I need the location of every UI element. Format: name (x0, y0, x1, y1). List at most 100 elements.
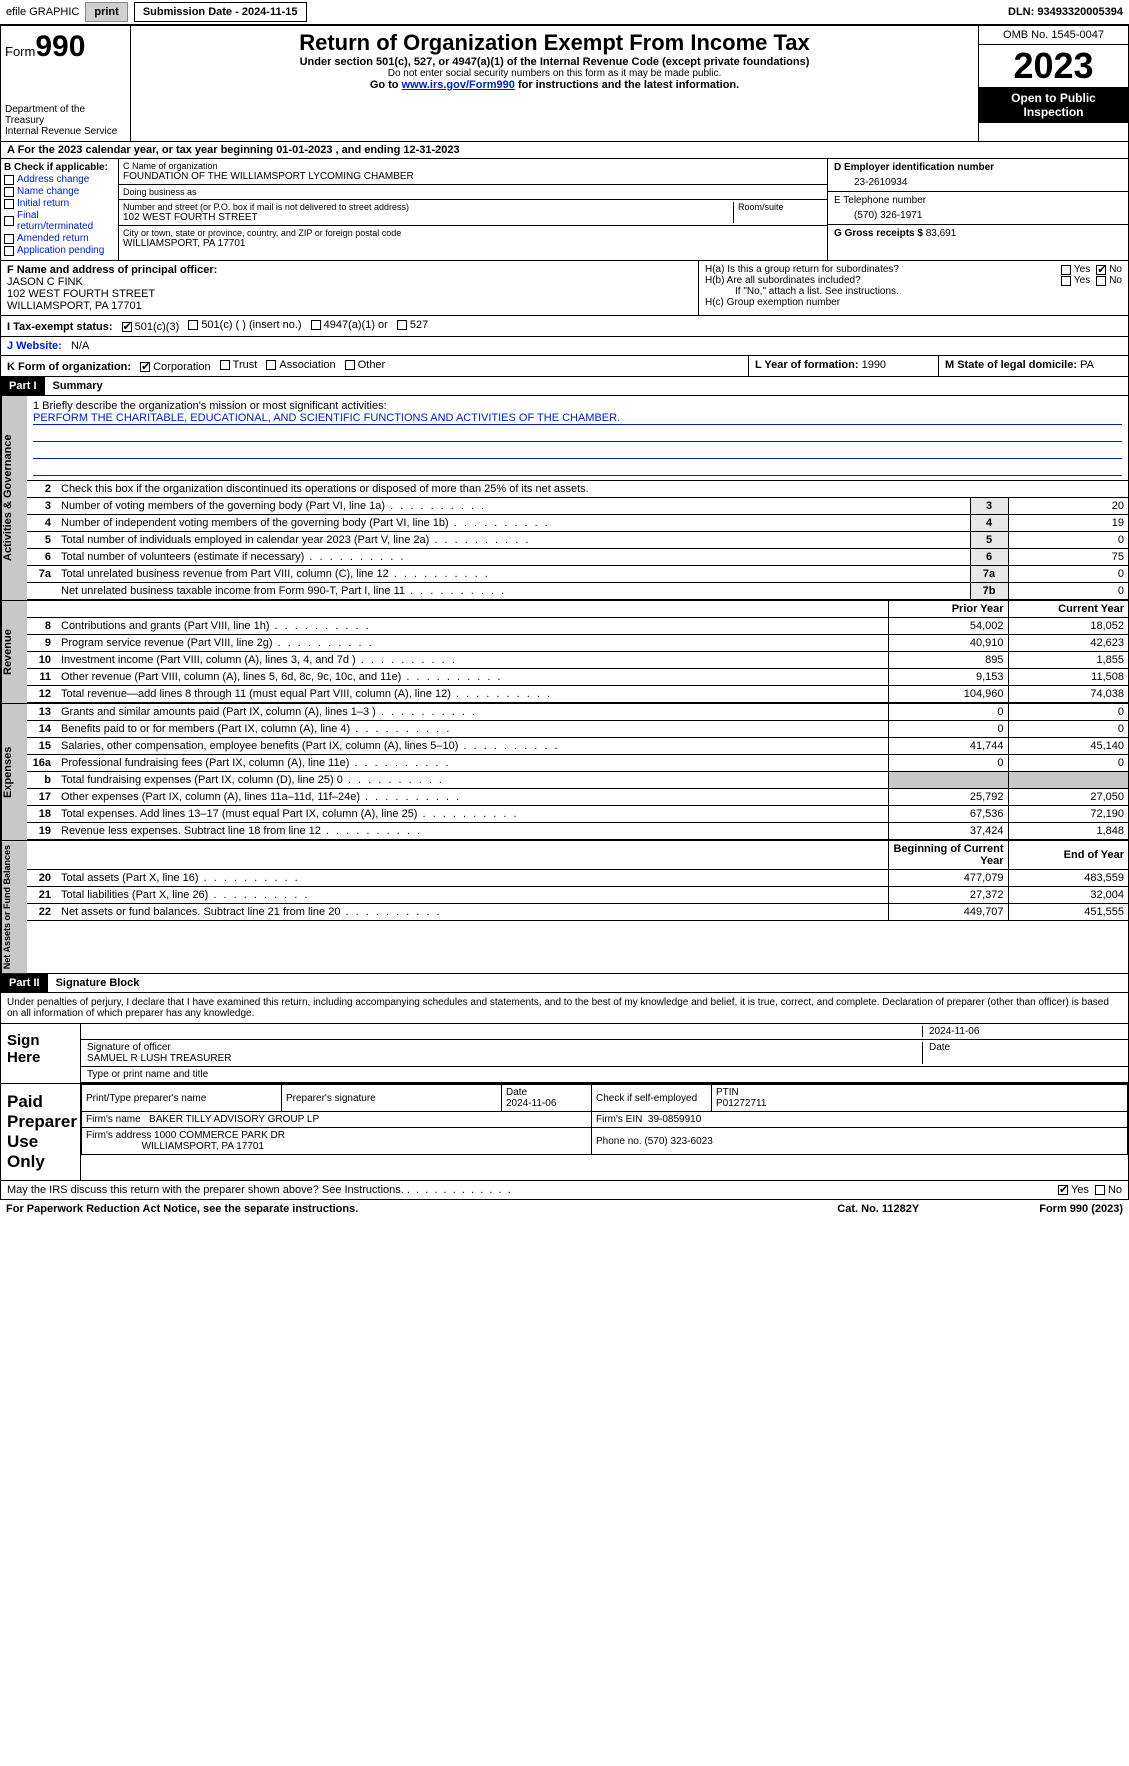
dba-label: Doing business as (123, 187, 823, 197)
box-c: C Name of organization FOUNDATION OF THE… (119, 159, 828, 260)
officer-label: F Name and address of principal officer: (7, 264, 217, 276)
part1-header: Part I Summary (0, 377, 1129, 396)
addr-label: Number and street (or P.O. box if mail i… (123, 202, 733, 212)
domicile-label: M State of legal domicile: (945, 359, 1077, 371)
header-right: OMB No. 1545-0047 2023 Open to Public In… (978, 26, 1128, 141)
table-row: 4Number of independent voting members of… (27, 515, 1128, 532)
print-button[interactable]: print (85, 2, 127, 22)
box-f: F Name and address of principal officer:… (1, 261, 698, 315)
irs-link[interactable]: www.irs.gov/Form990 (402, 79, 515, 91)
firm-ein-label: Firm's EIN (596, 1114, 642, 1125)
firm-city: WILLIAMSPORT, PA 17701 (142, 1141, 264, 1152)
form-subtitle: Under section 501(c), 527, or 4947(a)(1)… (135, 56, 974, 68)
table-row: 6Total number of volunteers (estimate if… (27, 549, 1128, 566)
box-h: H(a) Is this a group return for subordin… (698, 261, 1128, 315)
tax-year: 2023 (979, 45, 1128, 87)
opt-corp[interactable]: Corporation (140, 361, 210, 373)
year-formation: 1990 (862, 359, 886, 371)
table-row: bTotal fundraising expenses (Part IX, co… (27, 772, 1128, 789)
city-label: City or town, state or province, country… (123, 228, 823, 238)
hb-no[interactable]: No (1096, 275, 1122, 286)
footer: For Paperwork Reduction Act Notice, see … (0, 1200, 1129, 1218)
opt-527[interactable]: 527 (397, 319, 428, 331)
omb-number: OMB No. 1545-0047 (979, 26, 1128, 45)
chk-initial-return[interactable]: Initial return (4, 198, 115, 209)
opt-other[interactable]: Other (345, 359, 386, 371)
table-row: 9Program service revenue (Part VIII, lin… (27, 635, 1128, 652)
org-name-label: C Name of organization (123, 161, 823, 171)
governance-section: Activities & Governance 1 Briefly descri… (0, 396, 1129, 601)
form-number: 990 (35, 30, 85, 63)
row-i: I Tax-exempt status: 501(c)(3) 501(c) ( … (0, 316, 1129, 337)
year-formation-label: L Year of formation: (755, 359, 859, 371)
opt-501c3[interactable]: 501(c)(3) (122, 321, 180, 333)
line2-text: Check this box if the organization disco… (57, 481, 1128, 498)
dept-treasury: Department of the Treasury (5, 104, 126, 126)
table-row: 16aProfessional fundraising fees (Part I… (27, 755, 1128, 772)
hb-label: H(b) Are all subordinates included? (705, 275, 1055, 286)
table-row: 20Total assets (Part X, line 16)477,0794… (27, 870, 1128, 887)
opt-trust[interactable]: Trust (220, 359, 258, 371)
table-row: Net unrelated business taxable income fr… (27, 583, 1128, 600)
org-name: FOUNDATION OF THE WILLIAMSPORT LYCOMING … (123, 171, 823, 182)
table-row: 22Net assets or fund balances. Subtract … (27, 904, 1128, 921)
governance-tab: Activities & Governance (1, 396, 27, 600)
mission-text: PERFORM THE CHARITABLE, EDUCATIONAL, AND… (33, 412, 1122, 425)
sign-date: 2024-11-06 (922, 1026, 1122, 1037)
form-header: Form990 Department of the Treasury Inter… (0, 25, 1129, 142)
part2-tag: Part II (1, 974, 48, 992)
type-name-label: Type or print name and title (81, 1067, 1128, 1083)
chk-amended[interactable]: Amended return (4, 233, 115, 244)
submission-date: Submission Date - 2024-11-15 (134, 2, 307, 22)
prior-year-hdr: Prior Year (888, 601, 1008, 618)
form-ref: Form 990 (2023) (1039, 1203, 1123, 1215)
header-mid: Return of Organization Exempt From Incom… (131, 26, 978, 141)
opt-assoc[interactable]: Association (266, 359, 335, 371)
opt-501c[interactable]: 501(c) ( ) (insert no.) (188, 319, 301, 331)
ha-no[interactable]: No (1096, 264, 1122, 275)
discuss-yes[interactable]: Yes (1058, 1184, 1089, 1196)
officer-addr1: 102 WEST FOURTH STREET (7, 288, 692, 300)
end-year-hdr: End of Year (1008, 841, 1128, 870)
officer-sig-name: SAMUEL R LUSH TREASURER (87, 1053, 231, 1064)
open-public: Open to Public Inspection (979, 87, 1128, 123)
discuss-text: May the IRS discuss this return with the… (7, 1184, 404, 1196)
opt-4947[interactable]: 4947(a)(1) or (311, 319, 388, 331)
ein-value: 23-2610934 (834, 173, 1122, 188)
table-row: 10Investment income (Part VIII, column (… (27, 652, 1128, 669)
netassets-table: Beginning of Current Year End of Year 20… (27, 841, 1128, 921)
goto-suffix: for instructions and the latest informat… (515, 79, 739, 91)
table-row: 14Benefits paid to or for members (Part … (27, 721, 1128, 738)
paperwork-notice: For Paperwork Reduction Act Notice, see … (6, 1203, 358, 1215)
firm-ein: 39-0859910 (648, 1114, 701, 1125)
table-row: 7aTotal unrelated business revenue from … (27, 566, 1128, 583)
box-deg: D Employer identification number 23-2610… (828, 159, 1128, 260)
section-fh: F Name and address of principal officer:… (0, 261, 1129, 316)
chk-final-return[interactable]: Final return/terminated (4, 210, 115, 232)
table-row: 12Total revenue—add lines 8 through 11 (… (27, 686, 1128, 703)
website-value: N/A (71, 340, 89, 352)
discuss-no[interactable]: No (1095, 1184, 1122, 1196)
discuss-row: May the IRS discuss this return with the… (0, 1181, 1129, 1200)
header-left: Form990 Department of the Treasury Inter… (1, 26, 131, 141)
self-emp-label: Check if self-employed (592, 1085, 712, 1112)
ha-yes[interactable]: Yes (1061, 264, 1090, 275)
phone-value: (570) 326-1971 (834, 206, 1122, 221)
prep-date-label: Date (506, 1087, 527, 1098)
phone-label: E Telephone number (834, 195, 1122, 206)
ptin-label: PTIN (716, 1087, 739, 1098)
firm-addr-label: Firm's address (86, 1130, 151, 1141)
officer-addr2: WILLIAMSPORT, PA 17701 (7, 300, 692, 312)
gross-value: 83,691 (926, 228, 957, 239)
top-bar: efile GRAPHIC print Submission Date - 20… (0, 0, 1129, 25)
table-row: 17Other expenses (Part IX, column (A), l… (27, 789, 1128, 806)
curr-year-hdr: Current Year (1008, 601, 1128, 618)
chk-address-change[interactable]: Address change (4, 174, 115, 185)
expenses-table: 13Grants and similar amounts paid (Part … (27, 704, 1128, 840)
hb-yes[interactable]: Yes (1061, 275, 1090, 286)
chk-name-change[interactable]: Name change (4, 186, 115, 197)
chk-app-pending[interactable]: Application pending (4, 245, 115, 256)
hb-note: If "No," attach a list. See instructions… (705, 286, 1122, 297)
part1-title: Summary (45, 380, 103, 392)
room-label: Room/suite (738, 202, 823, 212)
